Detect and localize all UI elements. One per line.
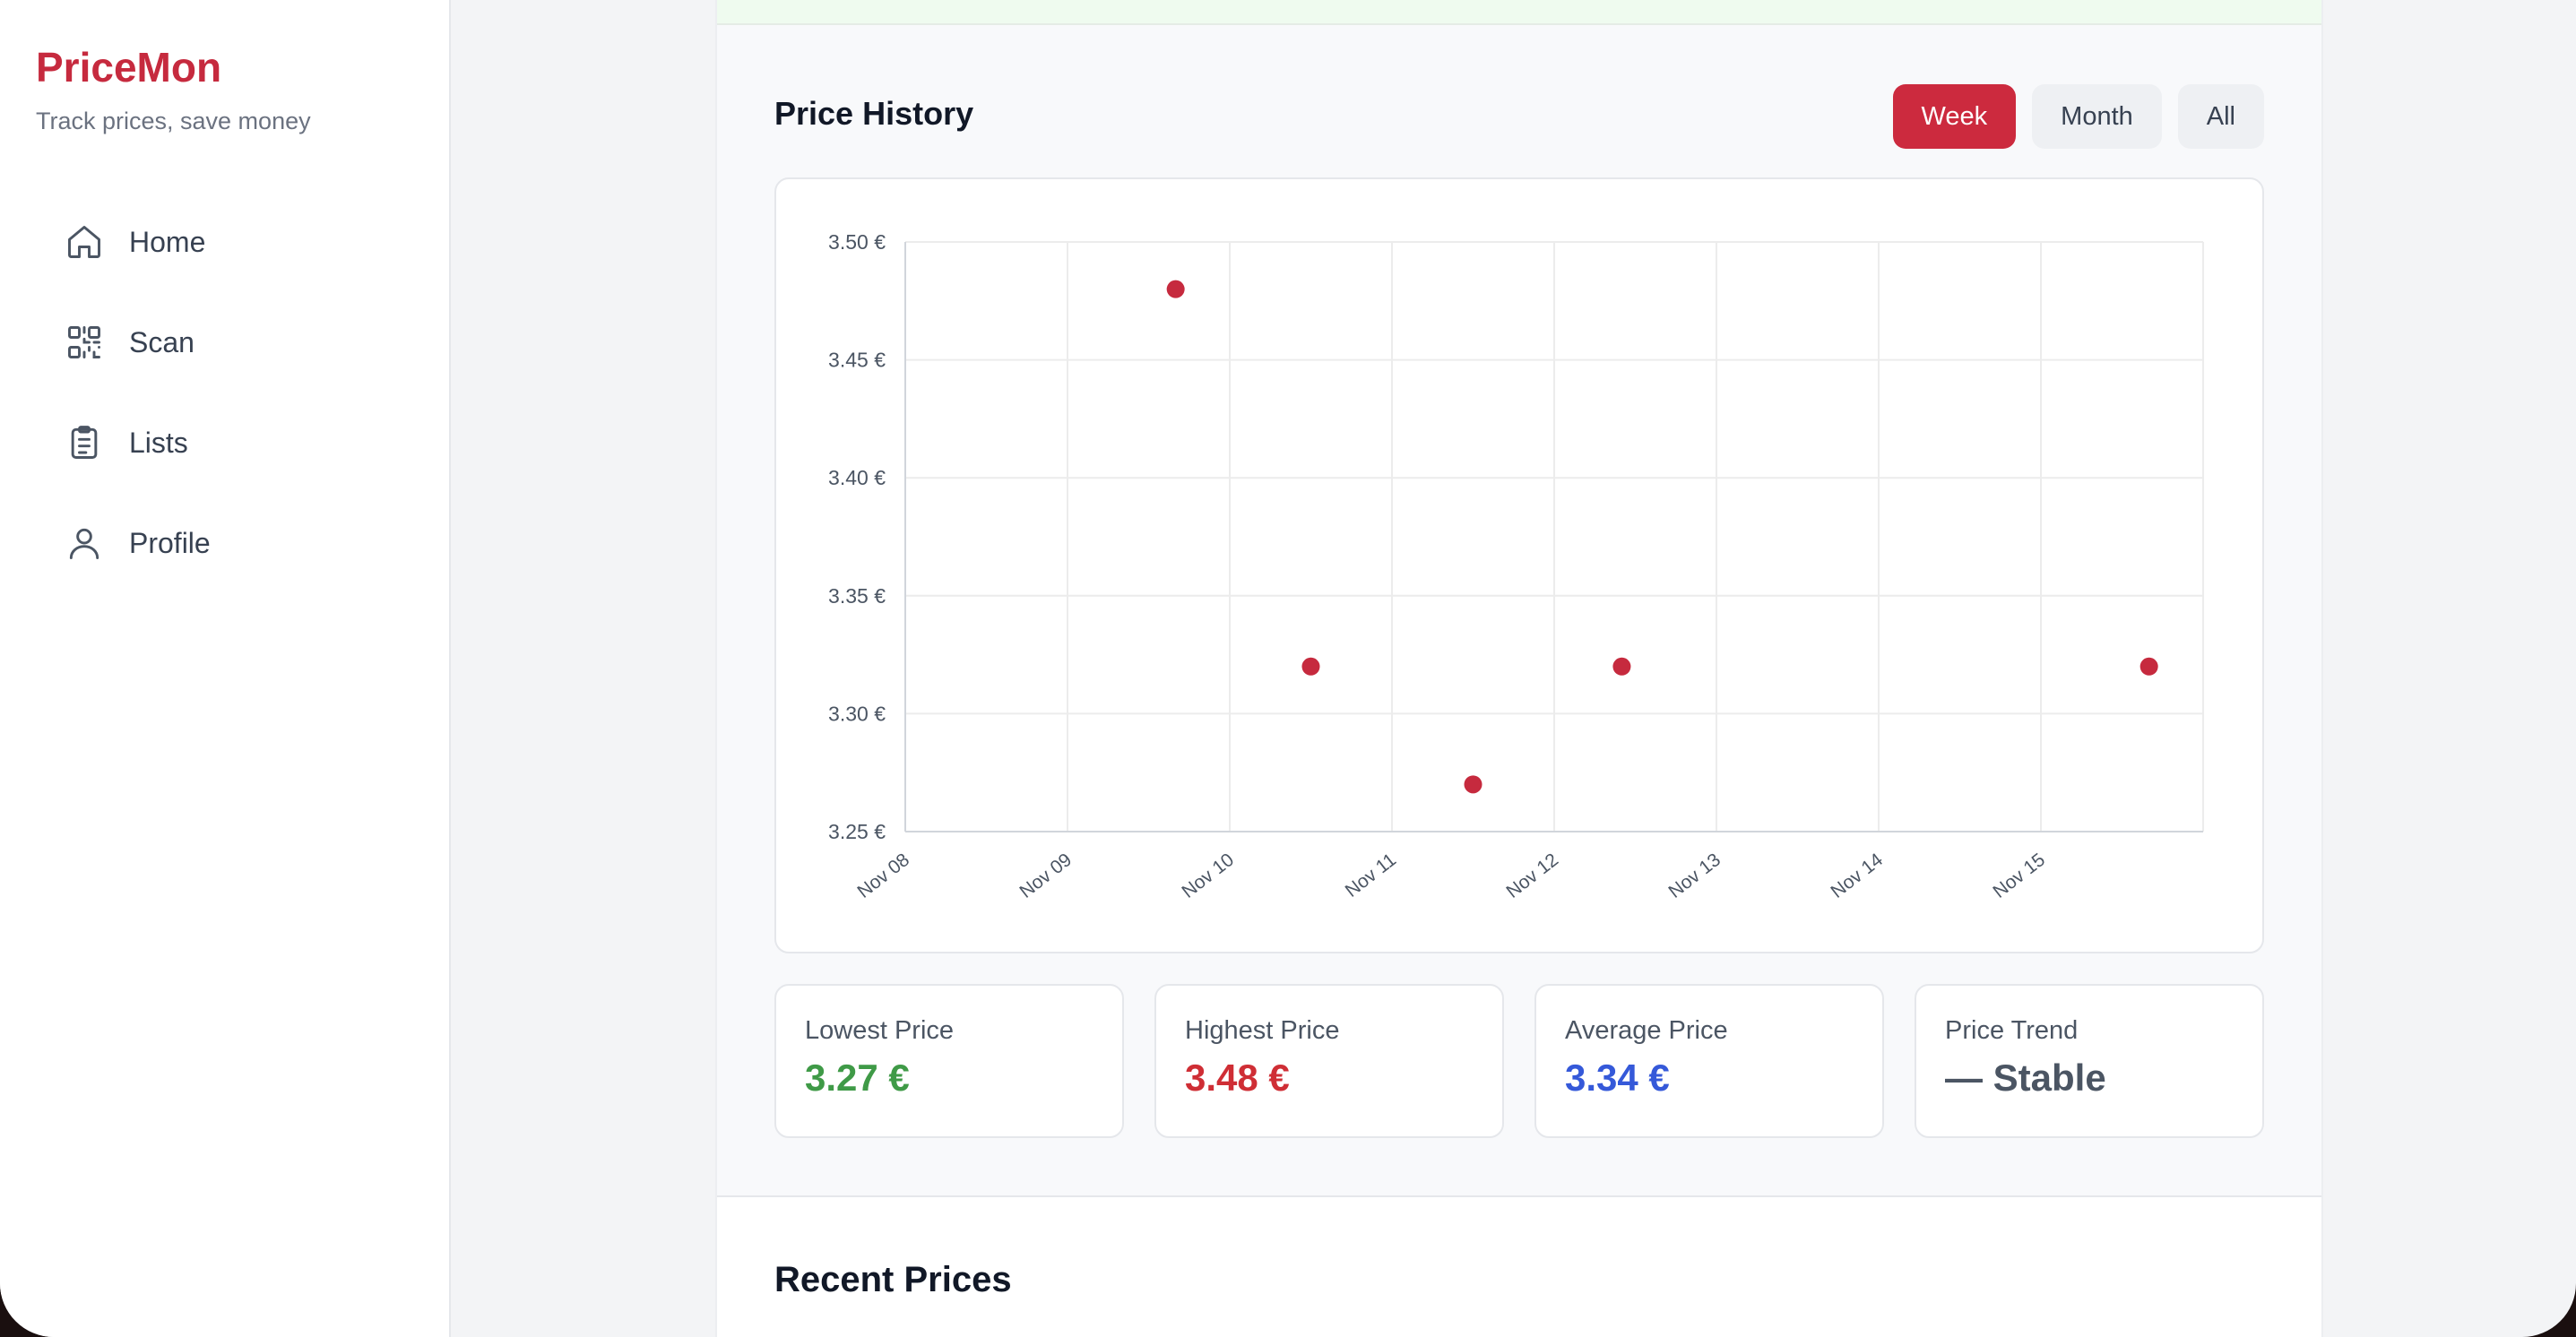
stat-price-trend: Price Trend — Stable bbox=[1915, 984, 2264, 1138]
sidebar-item-profile[interactable]: Profile bbox=[36, 507, 412, 579]
sidebar-nav: Home Scan bbox=[36, 206, 412, 608]
stat-label: Price Trend bbox=[1945, 1016, 2079, 1045]
status-banner bbox=[717, 0, 2321, 25]
range-all-button[interactable]: All bbox=[2177, 84, 2264, 149]
range-selector: Week Month All bbox=[1892, 84, 2264, 149]
range-month-button[interactable]: Month bbox=[2032, 84, 2162, 149]
sidebar-item-lists[interactable]: Lists bbox=[36, 407, 412, 479]
chart-canvas: 3.50 € 3.45 € 3.40 € 3.35 € 3.30 € 3.25 € Nov … bbox=[828, 230, 2204, 902]
price-stats: Lowest Price 3.27 € Highest Price 3.48 €… bbox=[774, 984, 2264, 1138]
app-logo[interactable]: PriceMon bbox=[36, 44, 222, 91]
user-icon bbox=[65, 523, 104, 563]
y-tick-label: 3.25 € bbox=[828, 820, 886, 843]
stat-value: 3.48 € bbox=[1185, 1057, 1290, 1099]
y-tick-label: 3.45 € bbox=[828, 349, 886, 372]
x-tick-label: Nov 12 bbox=[1502, 850, 1562, 902]
x-tick-label: Nov 08 bbox=[853, 850, 913, 902]
sidebar: PriceMon Track prices, save money Home bbox=[0, 0, 451, 1337]
stat-value: 3.27 € bbox=[805, 1057, 910, 1099]
stat-lowest-price: Lowest Price 3.27 € bbox=[774, 984, 1124, 1138]
stat-label: Highest Price bbox=[1185, 1016, 1340, 1045]
stat-highest-price: Highest Price 3.48 € bbox=[1154, 984, 1504, 1138]
sidebar-item-label: Lists bbox=[129, 426, 188, 459]
x-tick-label: Nov 14 bbox=[1827, 850, 1887, 902]
range-week-button[interactable]: Week bbox=[1892, 84, 2017, 149]
data-point bbox=[1464, 775, 1482, 794]
y-tick-label: 3.50 € bbox=[828, 230, 886, 254]
stat-value: 3.34 € bbox=[1565, 1057, 1670, 1099]
section-title-price-history: Price History bbox=[774, 95, 974, 132]
x-tick-label: Nov 10 bbox=[1178, 850, 1238, 902]
recent-prices-section: Recent Prices bbox=[717, 1195, 2321, 1337]
data-point bbox=[1166, 280, 1185, 298]
home-icon bbox=[65, 222, 104, 262]
data-point bbox=[1301, 657, 1320, 676]
clipboard-list-icon bbox=[65, 423, 104, 462]
stat-label: Lowest Price bbox=[805, 1016, 955, 1045]
sidebar-item-label: Scan bbox=[129, 325, 194, 358]
data-point bbox=[2139, 657, 2158, 676]
y-tick-label: 3.35 € bbox=[828, 584, 886, 608]
stat-value: — Stable bbox=[1945, 1057, 2106, 1099]
price-history-chart: 3.50 € 3.45 € 3.40 € 3.35 € 3.30 € 3.25 € Nov … bbox=[774, 177, 2264, 953]
stat-average-price: Average Price 3.34 € bbox=[1534, 984, 1884, 1138]
app-tagline: Track prices, save money bbox=[36, 108, 311, 134]
data-point bbox=[1612, 657, 1631, 676]
x-tick-label: Nov 15 bbox=[1989, 850, 2049, 902]
sidebar-item-label: Profile bbox=[129, 526, 211, 559]
section-title-recent-prices: Recent Prices bbox=[774, 1260, 1012, 1299]
x-tick-label: Nov 09 bbox=[1016, 850, 1076, 902]
sidebar-item-home[interactable]: Home bbox=[36, 206, 412, 278]
x-tick-label: Nov 13 bbox=[1664, 850, 1725, 902]
sidebar-item-label: Home bbox=[129, 225, 206, 258]
stat-label: Average Price bbox=[1565, 1016, 1728, 1045]
x-tick-label: Nov 11 bbox=[1342, 850, 1400, 901]
price-detail-panel: Price History Week Month All 3.50 € 3.45 … bbox=[715, 0, 2323, 1337]
y-tick-label: 3.40 € bbox=[828, 466, 886, 489]
y-tick-label: 3.30 € bbox=[828, 702, 886, 725]
qr-scan-icon bbox=[65, 323, 104, 362]
sidebar-item-scan[interactable]: Scan bbox=[36, 306, 412, 378]
